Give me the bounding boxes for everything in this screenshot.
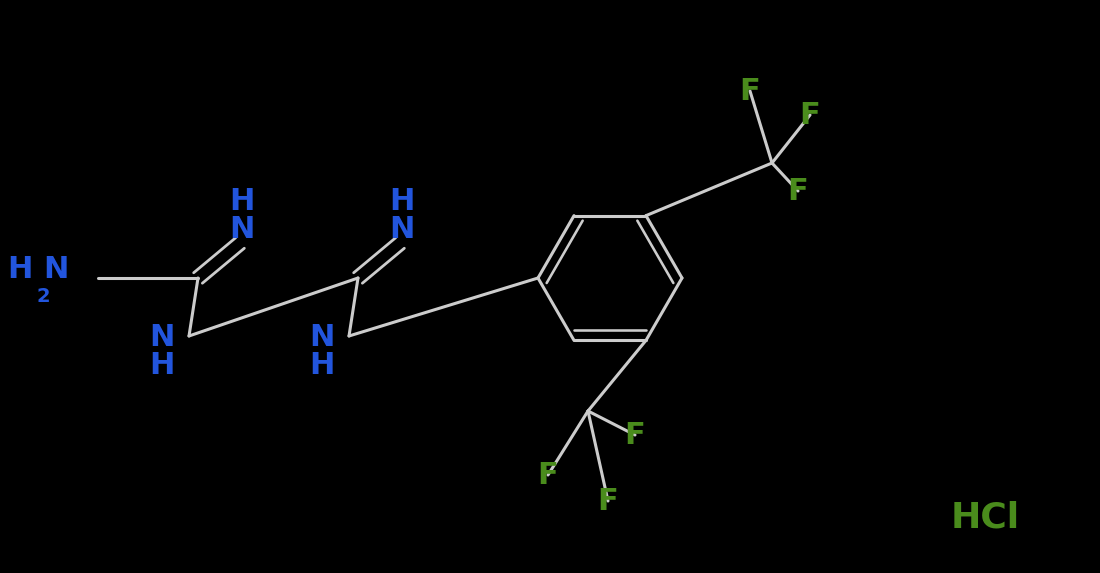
Text: F: F: [800, 100, 821, 129]
Text: N: N: [309, 324, 334, 352]
Text: H: H: [389, 186, 415, 215]
Text: N: N: [43, 256, 68, 285]
Text: F: F: [788, 176, 808, 206]
Text: H: H: [229, 186, 255, 215]
Text: N: N: [229, 214, 255, 244]
Text: 2: 2: [36, 286, 50, 305]
Text: N: N: [389, 214, 415, 244]
Text: F: F: [625, 421, 646, 449]
Text: H: H: [8, 256, 33, 285]
Text: H: H: [150, 351, 175, 380]
Text: H: H: [309, 351, 334, 380]
Text: HCl: HCl: [950, 501, 1020, 535]
Text: F: F: [597, 486, 618, 516]
Text: F: F: [538, 461, 559, 489]
Text: N: N: [150, 324, 175, 352]
Text: F: F: [739, 77, 760, 105]
